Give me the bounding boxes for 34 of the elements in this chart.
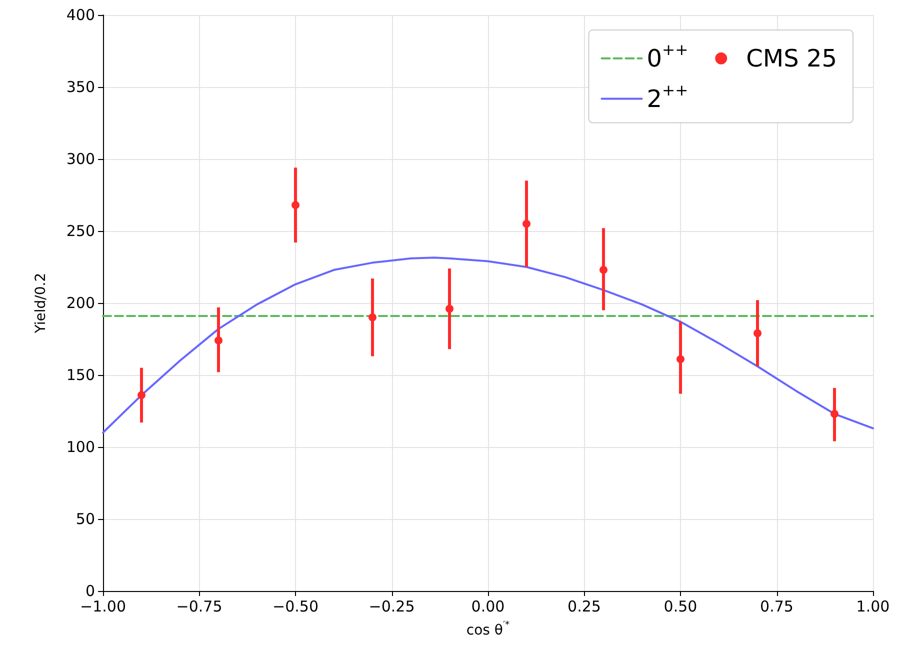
x-axis-title: cos θ′* [466,620,510,638]
point [676,355,684,364]
point [522,220,530,228]
x-tick-label: −0.75 [176,598,222,616]
x-tick-label: 0.75 [760,598,794,616]
x-tick-label: 0.25 [568,598,601,616]
legend-label: 2++ [646,81,688,113]
x-tick-label: −0.25 [368,598,415,616]
point [754,329,762,338]
x-tick-label: 0.00 [471,598,505,616]
point [214,336,222,344]
y-tick-label: 400 [66,6,95,24]
line-series [102,256,874,434]
x-tick-label: 0.50 [664,598,698,616]
point [600,266,608,274]
y-tick-label: 0 [85,582,95,600]
y-axis-title: Yield/0.2 [33,272,49,334]
x-tick-label: −1.00 [80,598,126,616]
point [446,304,454,313]
x-tick-label: −0.50 [272,598,318,616]
y-tick-label: 250 [66,222,95,240]
x-tick-label: 1.00 [856,598,890,616]
y-tick-label: 150 [66,366,95,384]
y-tick-label: 200 [66,294,95,312]
y-tick-label: 100 [66,438,95,456]
point [292,201,300,210]
point [368,313,376,322]
y-tick-label: 50 [76,510,95,528]
point [138,391,146,400]
y-tick-label: 300 [66,150,95,168]
y-tick-label: 350 [66,78,95,96]
point [830,410,838,418]
legend-label: 0++ [646,41,688,72]
legend-label: CMS 25 [746,44,838,72]
